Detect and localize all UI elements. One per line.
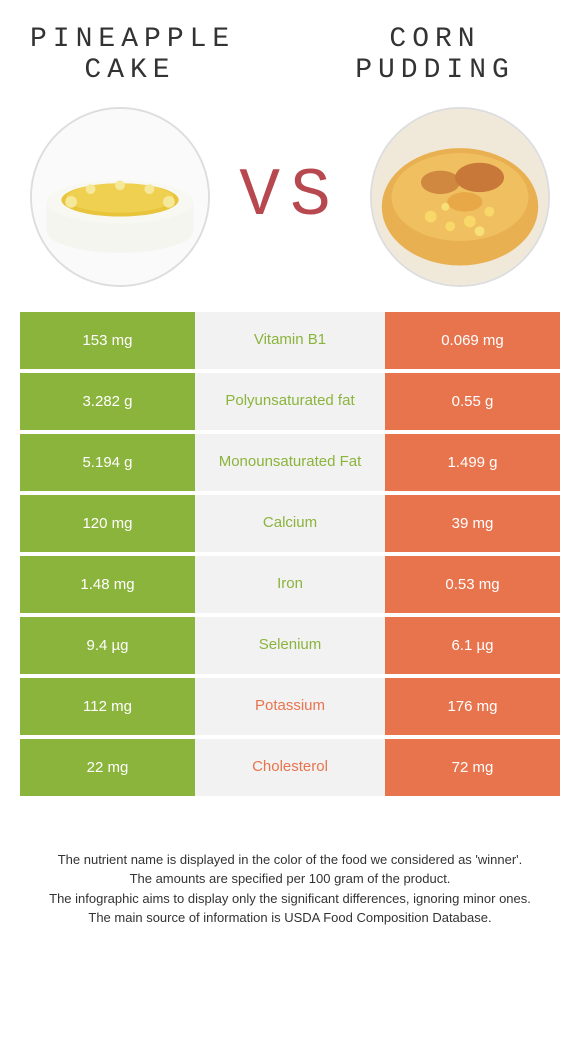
table-row: 120 mgCalcium39 mg — [20, 495, 560, 552]
left-value: 3.282 g — [20, 373, 195, 430]
header: PINEAPPLECAKE CORNPUDDING — [0, 0, 580, 97]
right-value: 1.499 g — [385, 434, 560, 491]
nutrient-label: Calcium — [195, 495, 385, 552]
footer-line: The amounts are specified per 100 gram o… — [15, 869, 565, 889]
footer-notes: The nutrient name is displayed in the co… — [0, 800, 580, 948]
footer-line: The infographic aims to display only the… — [15, 889, 565, 909]
left-value: 22 mg — [20, 739, 195, 796]
table-row: 9.4 µgSelenium6.1 µg — [20, 617, 560, 674]
nutrient-label: Cholesterol — [195, 739, 385, 796]
footer-line: The main source of information is USDA F… — [15, 908, 565, 928]
table-row: 153 mgVitamin B10.069 mg — [20, 312, 560, 369]
right-value: 0.069 mg — [385, 312, 560, 369]
right-value: 39 mg — [385, 495, 560, 552]
vs-label: VS — [239, 158, 341, 235]
nutrient-label: Vitamin B1 — [195, 312, 385, 369]
right-title: CORNPUDDING — [320, 25, 550, 87]
nutrient-label: Selenium — [195, 617, 385, 674]
table-row: 5.194 gMonounsaturated Fat1.499 g — [20, 434, 560, 491]
left-value: 5.194 g — [20, 434, 195, 491]
table-row: 112 mgPotassium176 mg — [20, 678, 560, 735]
left-value: 153 mg — [20, 312, 195, 369]
right-value: 176 mg — [385, 678, 560, 735]
right-value: 0.55 g — [385, 373, 560, 430]
left-value: 1.48 mg — [20, 556, 195, 613]
images-row: VS — [0, 97, 580, 312]
left-value: 9.4 µg — [20, 617, 195, 674]
nutrient-label: Iron — [195, 556, 385, 613]
left-title: PINEAPPLECAKE — [30, 25, 230, 87]
comparison-table: 153 mgVitamin B10.069 mg3.282 gPolyunsat… — [0, 312, 580, 800]
footer-line: The nutrient name is displayed in the co… — [15, 850, 565, 870]
right-value: 6.1 µg — [385, 617, 560, 674]
right-value: 72 mg — [385, 739, 560, 796]
nutrient-label: Polyunsaturated fat — [195, 373, 385, 430]
left-food-image — [30, 107, 210, 287]
nutrient-label: Monounsaturated Fat — [195, 434, 385, 491]
table-row: 22 mgCholesterol72 mg — [20, 739, 560, 796]
table-row: 3.282 gPolyunsaturated fat0.55 g — [20, 373, 560, 430]
table-row: 1.48 mgIron0.53 mg — [20, 556, 560, 613]
right-value: 0.53 mg — [385, 556, 560, 613]
right-food-image — [370, 107, 550, 287]
nutrient-label: Potassium — [195, 678, 385, 735]
left-value: 120 mg — [20, 495, 195, 552]
left-value: 112 mg — [20, 678, 195, 735]
